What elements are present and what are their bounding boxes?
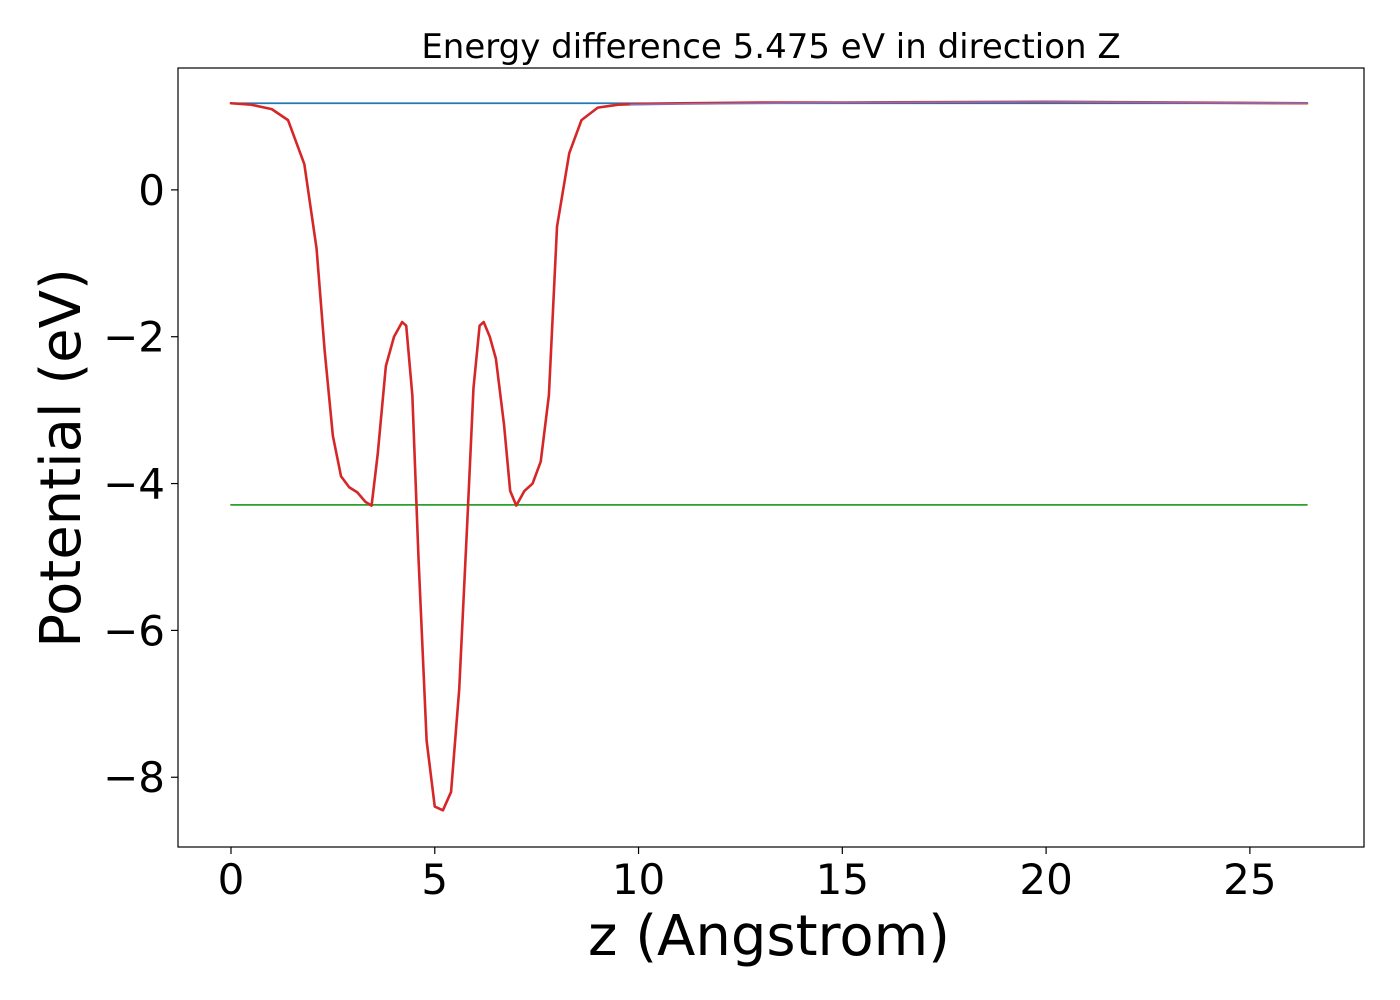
x-tick-label: 5 [421,855,448,904]
x-axis: 0 5 10 15 20 25 [218,847,1277,904]
y-axis: 0 −2 −4 −6 −8 [103,166,178,802]
y-tick-label: −6 [103,606,165,655]
x-tick-label: 15 [816,855,869,904]
y-axis-label: Potential (eV) [29,268,94,648]
y-tick-label: −2 [103,313,165,362]
x-tick-label: 10 [612,855,665,904]
x-axis-label: z (Angstrom) [588,904,950,969]
chart-title: Energy difference 5.475 eV in direction … [421,27,1120,67]
plot-frame [177,67,1365,848]
y-tick-label: −4 [103,460,165,509]
y-tick-label: 0 [138,166,165,215]
y-tick-label: −8 [103,753,165,802]
x-tick-label: 25 [1223,855,1276,904]
x-tick-label: 0 [218,855,245,904]
series-line-averaged [629,100,1308,106]
series-line-potential [229,100,1309,812]
plot-area [229,100,1309,812]
x-tick-label: 20 [1019,855,1072,904]
